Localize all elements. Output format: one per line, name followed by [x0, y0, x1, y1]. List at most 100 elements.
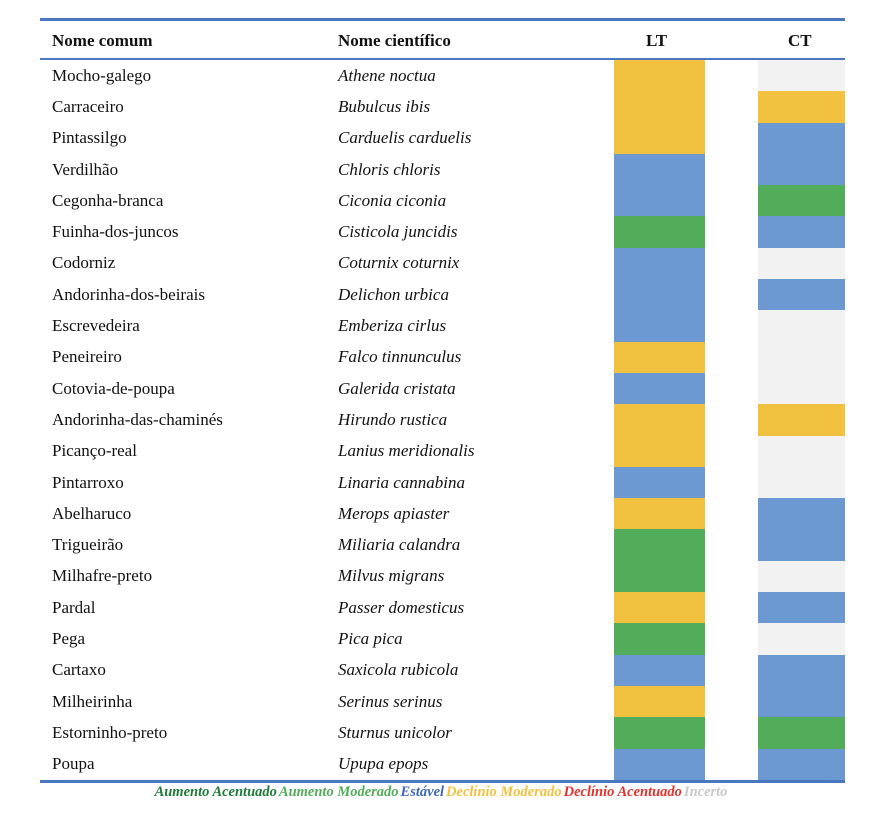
scientific-name: Hirundo rustica — [338, 409, 448, 429]
scientific-name: Delichon urbica — [338, 284, 449, 304]
table-row: Escrevedeira Emberiza cirlus — [40, 310, 845, 342]
header-ct: CT — [788, 31, 812, 50]
common-name: Cartaxo — [52, 660, 106, 680]
scientific-name: Sturnus unicolor — [338, 722, 452, 742]
lt-trend-cell — [614, 153, 705, 186]
common-name: Pintassilgo — [52, 128, 127, 148]
ct-trend-cell — [758, 91, 845, 123]
table-row: Milheirinha Serinus serinus — [40, 685, 845, 718]
ct-trend-cell — [758, 466, 845, 499]
scientific-name: Pica pica — [338, 628, 403, 648]
lt-trend-cell — [614, 685, 705, 718]
ct-trend-cell — [758, 310, 845, 342]
common-name: Andorinha-dos-beirais — [52, 284, 205, 304]
lt-trend-cell — [614, 341, 705, 373]
lt-trend-cell — [614, 372, 705, 405]
lt-trend-cell — [614, 654, 705, 686]
ct-trend-cell — [758, 685, 845, 718]
legend-item: Aumento Acentuado — [154, 784, 277, 800]
table-top-rule — [40, 18, 845, 21]
lt-trend-cell — [614, 498, 705, 530]
table-row: Codorniz Coturnix coturnix — [40, 247, 845, 280]
scientific-name: Serinus serinus — [338, 691, 443, 711]
common-name: Trigueirão — [52, 535, 124, 555]
lt-trend-cell — [614, 216, 705, 248]
lt-trend-cell — [614, 247, 705, 280]
table-row: Abelharuco Merops apiaster — [40, 498, 845, 530]
legend-item: Declínio Acentuado — [563, 784, 682, 800]
scientific-name: Lanius meridionalis — [338, 441, 475, 461]
table-row: Andorinha-dos-beirais Delichon urbica — [40, 279, 845, 311]
legend: Aumento Acentuado Aumento Moderado Estável… — [0, 784, 882, 801]
common-name: Andorinha-das-chaminés — [52, 409, 223, 429]
scientific-name: Saxicola rubicola — [338, 660, 459, 680]
lt-trend-cell — [614, 529, 705, 561]
ct-trend-cell — [758, 623, 845, 655]
legend-item: Declínio Moderado — [446, 784, 562, 800]
header-common-name: Nome comum — [52, 31, 153, 50]
scientific-name: Emberiza cirlus — [338, 316, 447, 336]
lt-trend-cell — [614, 91, 705, 123]
common-name: Pintarroxo — [52, 472, 124, 492]
scientific-name: Miliaria calandra — [338, 535, 461, 555]
common-name: Milheirinha — [52, 691, 133, 711]
scientific-name: Athene noctua — [338, 65, 436, 85]
scientific-name: Upupa epops — [338, 754, 429, 774]
ct-trend-cell — [758, 341, 845, 373]
lt-trend-cell — [614, 435, 705, 467]
scientific-name: Milvus migrans — [338, 566, 445, 586]
common-name: Estorninho-preto — [52, 722, 168, 742]
table-row: Cotovia-de-poupa Galerida cristata — [40, 372, 845, 405]
common-name: Pardal — [52, 597, 96, 617]
lt-trend-cell — [614, 592, 705, 624]
table-row: Fuinha-dos-juncos Cisticola juncidis — [40, 216, 845, 248]
table-row: Pega Pica pica — [40, 623, 845, 655]
table-bottom-rule — [40, 779, 845, 783]
table-row: Andorinha-das-chaminés Hirundo rustica — [40, 404, 845, 436]
common-name: Carraceiro — [52, 96, 124, 116]
table-body: Mocho-galego Athene noctua Carraceiro Bubul… — [40, 60, 845, 780]
table-row: Verdilhão Chloris chloris — [40, 153, 845, 186]
table-row: Pintarroxo Linaria cannabina — [40, 466, 845, 499]
scientific-name: Chloris chloris — [338, 159, 441, 179]
ct-trend-cell — [758, 529, 845, 561]
common-name: Pega — [52, 628, 86, 648]
table-row: Peneireiro Falco tinnunculus — [40, 341, 845, 373]
ct-trend-cell — [758, 60, 845, 92]
common-name: Codorniz — [52, 253, 116, 273]
legend-item: Incerto — [683, 784, 728, 800]
scientific-name: Galerida cristata — [338, 378, 456, 398]
common-name: Verdilhão — [52, 159, 119, 179]
table-row: Cegonha-branca Ciconia ciconia — [40, 185, 845, 217]
ct-trend-cell — [758, 560, 845, 593]
table-row: Poupa Upupa epops — [40, 748, 845, 780]
table-row: Pintassilgo Carduelis carduelis — [40, 122, 845, 154]
table-row: Cartaxo Saxicola rubicola — [40, 654, 845, 686]
common-name: Abelharuco — [52, 503, 132, 523]
ct-trend-cell — [758, 279, 845, 311]
common-name: Milhafre-preto — [52, 566, 153, 586]
lt-trend-cell — [614, 623, 705, 655]
lt-trend-cell — [614, 717, 705, 749]
lt-trend-cell — [614, 60, 705, 92]
scientific-name: Passer domesticus — [338, 597, 465, 617]
common-name: Peneireiro — [52, 347, 122, 367]
scientific-name: Coturnix coturnix — [338, 253, 460, 273]
table-row: Picanço-real Lanius meridionalis — [40, 435, 845, 467]
table-row: Carraceiro Bubulcus ibis — [40, 91, 845, 123]
table-row: Estorninho-preto Sturnus unicolor — [40, 717, 845, 749]
scientific-name: Merops apiaster — [338, 503, 450, 523]
common-name: Cegonha-branca — [52, 190, 164, 210]
ct-trend-cell — [758, 216, 845, 248]
lt-trend-cell — [614, 122, 705, 154]
common-name: Fuinha-dos-juncos — [52, 222, 179, 242]
lt-trend-cell — [614, 185, 705, 217]
header-scientific-name: Nome científico — [338, 31, 451, 50]
table-row: Milhafre-preto Milvus migrans — [40, 560, 845, 593]
table-row: Pardal Passer domesticus — [40, 592, 845, 624]
ct-trend-cell — [758, 372, 845, 405]
scientific-name: Carduelis carduelis — [338, 128, 472, 148]
common-name: Poupa — [52, 754, 95, 774]
lt-trend-cell — [614, 404, 705, 436]
header-lt: LT — [646, 31, 668, 50]
